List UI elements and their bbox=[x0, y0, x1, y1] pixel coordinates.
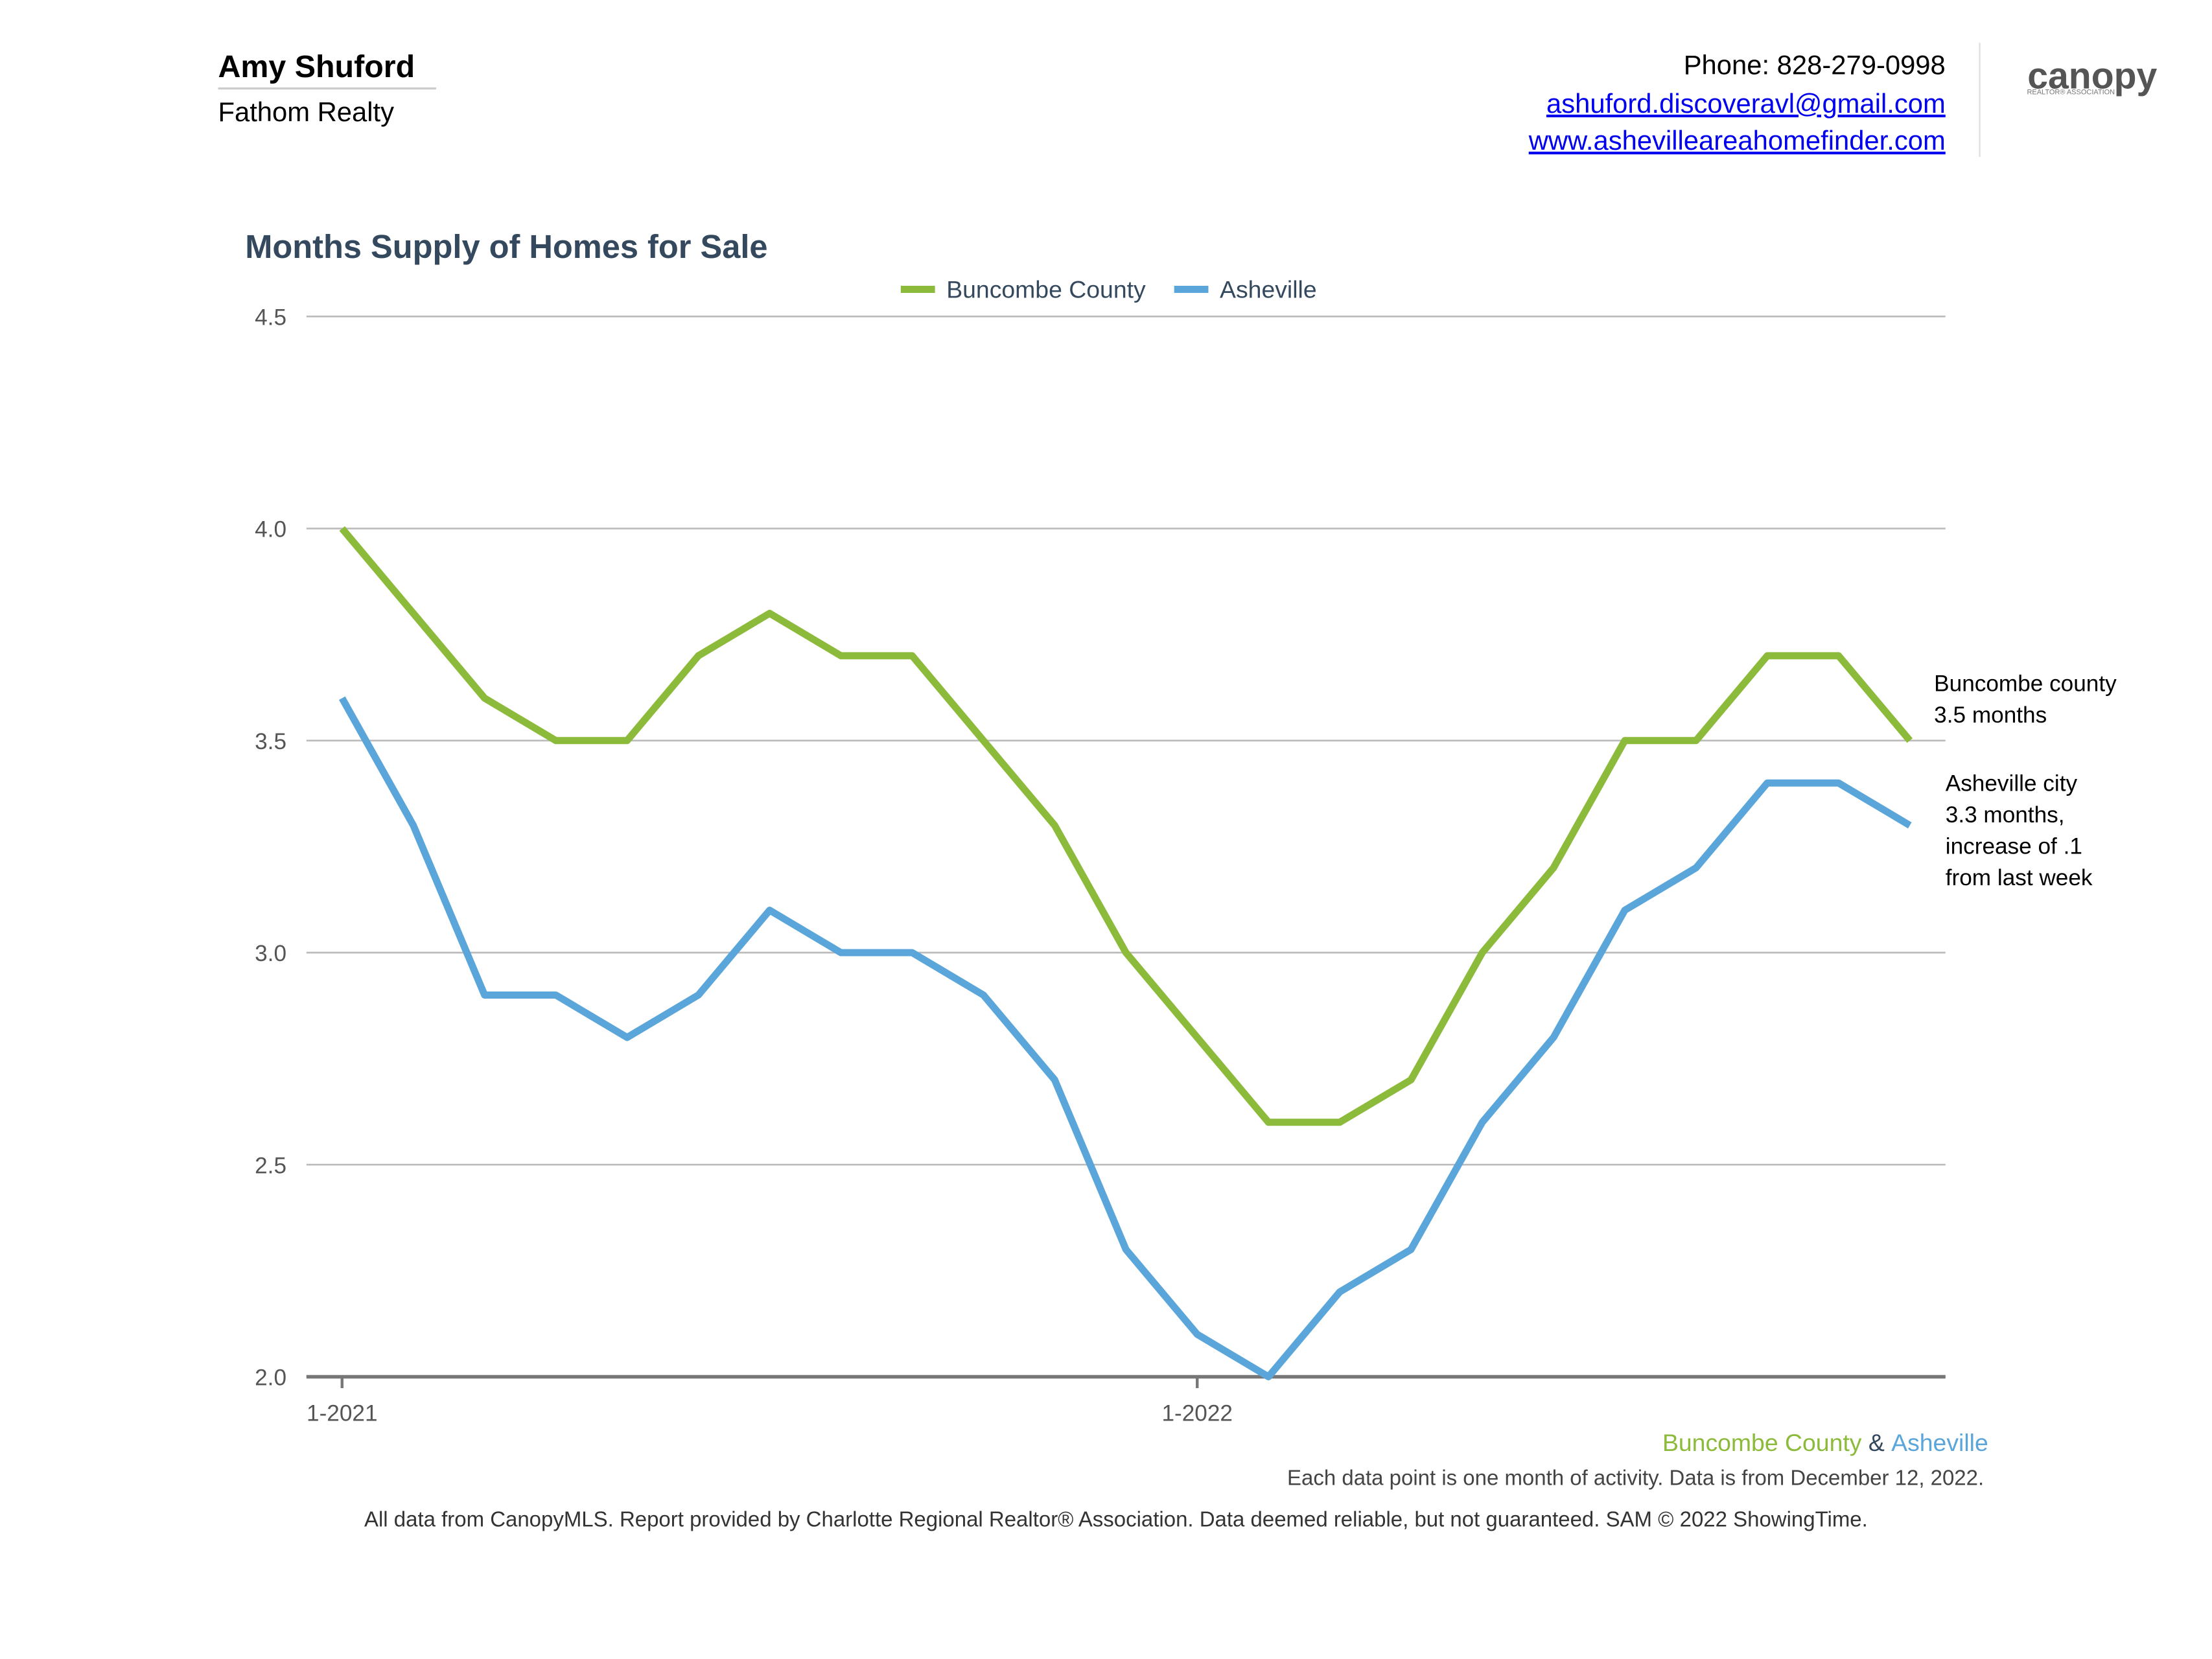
annotation: from last week bbox=[1946, 865, 2093, 890]
annotation: 3.5 months bbox=[1934, 702, 2047, 728]
legend-label: Asheville bbox=[1220, 276, 1317, 303]
annotation: Buncombe county bbox=[1934, 671, 2117, 697]
legend-label: Buncombe County bbox=[946, 276, 1146, 303]
y-tick-label: 4.5 bbox=[255, 305, 286, 331]
y-tick-label: 2.0 bbox=[255, 1365, 286, 1391]
website-link[interactable]: www.ashevilleareahomefinder.com bbox=[1528, 125, 1946, 156]
legend-joiner: & bbox=[1869, 1429, 1885, 1456]
annotation: increase of .1 bbox=[1946, 833, 2082, 859]
x-tick-label: 1-2022 bbox=[1161, 1401, 1233, 1426]
agent-name: Amy Shuford bbox=[218, 49, 415, 84]
series-line bbox=[339, 526, 1913, 1126]
phone: Phone: 828-279-0998 bbox=[1684, 49, 1946, 80]
company: Fathom Realty bbox=[218, 97, 394, 127]
y-tick-label: 3.5 bbox=[255, 729, 286, 754]
x-tick-label: 1-2021 bbox=[307, 1401, 378, 1426]
legend-text: Buncombe County bbox=[1662, 1429, 1862, 1456]
annotation: 3.3 months, bbox=[1946, 802, 2065, 828]
logo: canopy bbox=[2027, 55, 2157, 97]
y-tick-label: 4.0 bbox=[255, 517, 286, 542]
disclaimer: All data from CanopyMLS. Report provided… bbox=[364, 1507, 1868, 1531]
legend-text: Asheville bbox=[1891, 1429, 1988, 1456]
annotation: Asheville city bbox=[1946, 771, 2078, 796]
y-tick-label: 3.0 bbox=[255, 941, 286, 966]
bottom-legend: Buncombe County & Asheville bbox=[1662, 1429, 1988, 1456]
chart-title: Months Supply of Homes for Sale bbox=[245, 228, 767, 265]
email-link[interactable]: ashuford.discoveravl@gmail.com bbox=[1546, 88, 1946, 119]
y-tick-label: 2.5 bbox=[255, 1153, 286, 1178]
logo-subtitle: REALTOR® ASSOCIATION bbox=[2027, 88, 2115, 96]
footer-note: Each data point is one month of activity… bbox=[1287, 1466, 1984, 1490]
series-line bbox=[338, 696, 1912, 1380]
